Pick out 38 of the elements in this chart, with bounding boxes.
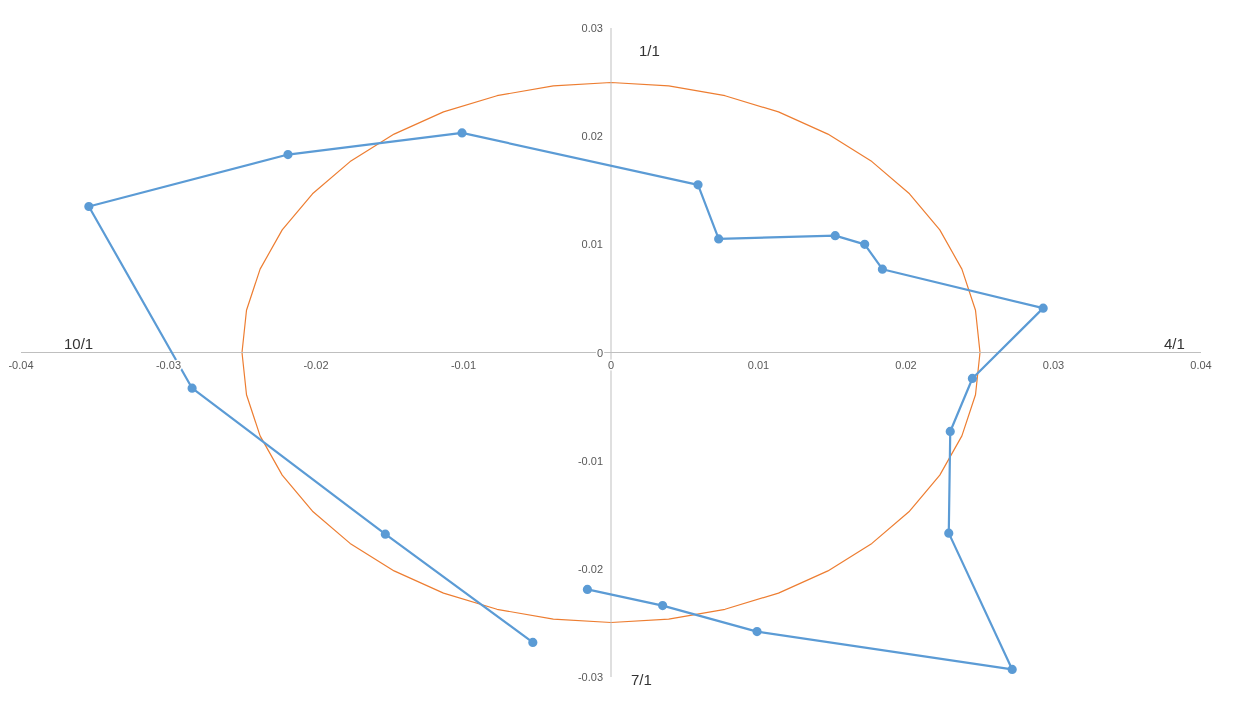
y-tick-label: -0.02 [577,562,603,575]
point [1038,303,1048,313]
annotation: 1/1 [639,42,660,60]
point [877,264,887,274]
annotation: 4/1 [1164,334,1185,353]
point [1007,664,1017,675]
point [582,584,592,594]
x-tick-label: -0.04 [8,358,34,371]
annotation: 7/1 [631,671,652,689]
point [714,234,724,244]
point [380,529,390,539]
x-tick-label: 0.02 [895,358,917,371]
point [84,201,94,212]
x-tick-label: -0.01 [450,358,477,371]
x-tick-label: -0.02 [303,358,329,371]
annotation: 10/1 [64,334,94,353]
y-tick-label: 0 [596,346,603,359]
point [457,128,467,138]
y-tick-label: 0.01 [581,238,603,251]
point [860,239,870,249]
x-tick-label: 0.03 [1042,358,1065,371]
point [944,528,954,538]
point [283,149,293,160]
x-tick-label: 0.01 [747,358,770,371]
point [658,601,668,611]
point [528,637,538,647]
y-tick-label: -0.03 [577,671,603,683]
point [945,426,955,437]
point [187,383,197,393]
point [693,180,703,190]
point [752,626,762,637]
point [830,231,840,241]
y-tick-label: 0.03 [581,22,603,34]
x-tick-label: 0 [607,358,615,371]
point [967,373,977,384]
y-tick-label: -0.01 [577,454,603,467]
x-tick-label: 0.04 [1190,358,1212,371]
y-tick-label: 0.02 [581,130,603,143]
